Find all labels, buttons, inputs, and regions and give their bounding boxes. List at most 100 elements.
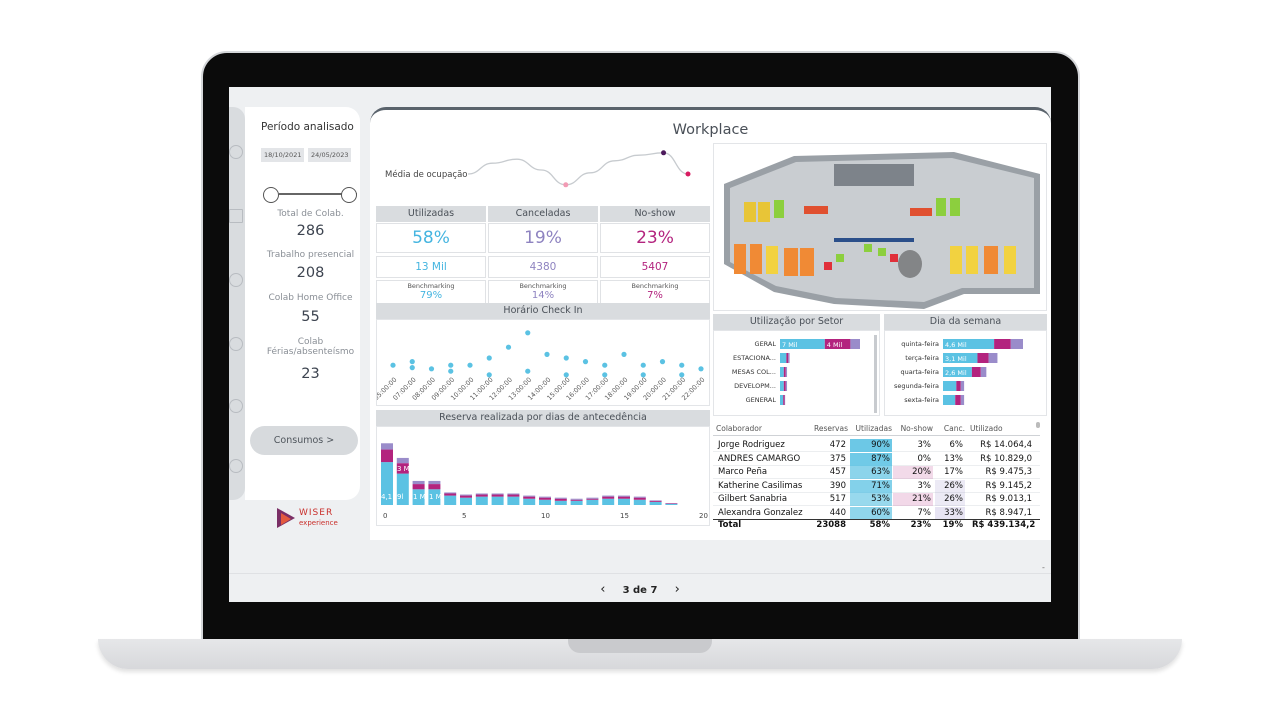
bar-data-label: 4,6 Mil (945, 341, 967, 349)
horario-chart: 05:00:0007:00:0008:00:0009:00:0010:00:00… (372, 330, 706, 402)
checkin-point (505, 344, 512, 350)
tile-count: 13 Mil (376, 256, 486, 278)
next-page-button[interactable]: › (674, 582, 680, 597)
setor-scrollbar (874, 335, 877, 413)
table-header-cell[interactable]: Colaborador (716, 424, 762, 433)
bar-category-label: ESTACIONA... (733, 354, 776, 362)
reserva-bar (539, 496, 551, 498)
reserva-bar (507, 496, 520, 505)
horario-title: Horário Check In (376, 303, 710, 319)
reserva-tick: 5 (462, 512, 466, 520)
table-row[interactable]: Marco Peña 457 63% 20% 17% R$ 9.475,3 (713, 466, 1040, 480)
bar-segment (780, 339, 825, 349)
table-cell: R$ 9.475,3 (985, 467, 1032, 478)
reserva-bar (428, 484, 441, 490)
reserva-data-label: 4,1 (381, 493, 392, 501)
table-cell: 457 (829, 467, 846, 478)
reserva-bar (602, 498, 615, 505)
bar-segment (824, 339, 851, 349)
table-cell: ANDRES CAMARGO (718, 453, 801, 464)
table-header-cell[interactable]: Reservas (813, 424, 848, 433)
bar-segment (780, 395, 784, 405)
reserva-bar (444, 495, 457, 505)
table-cell: 90% (850, 439, 892, 452)
reserva-data-label: 9l (397, 493, 403, 501)
logo-wordmark: WISER (299, 508, 334, 518)
table-row[interactable]: Jorge Rodriguez 472 90% 3% 6% R$ 14.064,4 (713, 439, 1040, 452)
table-cell: R$ 10.829,0 (980, 453, 1032, 464)
setor-chart: GERAL 7 Mil 4 Mil ESTACIONA... MESAS COL... D… (732, 335, 877, 413)
table-scrollbar[interactable] (1036, 422, 1040, 428)
setor-chart-panel: GERAL 7 Mil 4 Mil ESTACIONA... MESAS COL... D… (713, 330, 880, 416)
date-start-field[interactable]: 18/10/2021 (261, 148, 305, 162)
table-cell: 33% (935, 507, 965, 520)
table-cell: 517 (829, 494, 846, 505)
reserva-bar (570, 499, 583, 501)
bar-segment (784, 395, 786, 405)
kpi-presencial-label: Trabalho presencial (266, 250, 355, 260)
prev-page-button[interactable]: ‹ (600, 582, 606, 597)
table-row[interactable]: ANDRES CAMARGO 375 87% 0% 13% R$ 10.829,0 (713, 452, 1040, 466)
table-row[interactable]: Gilbert Sanabria 517 53% 21% 26% R$ 9.013,1 (713, 493, 1040, 507)
reserva-bar (523, 495, 536, 497)
tile-header: Utilizadas (376, 206, 486, 222)
reserva-bar (633, 499, 646, 505)
checkin-point (467, 362, 473, 368)
table-header-cell[interactable]: Utilizado (970, 424, 1003, 433)
date-end-field[interactable]: 24/05/2023 (308, 148, 352, 162)
coin-icon[interactable] (229, 399, 243, 413)
checkin-point (409, 365, 415, 371)
bar-segment (955, 395, 961, 405)
reserva-data-label: 1 Mi (429, 493, 444, 501)
benchmark-label: Benchmarking (631, 282, 679, 290)
reserva-bar (381, 462, 393, 505)
bar-segment (783, 381, 786, 391)
reserva-bar (618, 498, 630, 505)
table-cell: 53% (850, 493, 892, 507)
table-row[interactable]: Katherine Casilimas 390 71% 3% 26% R$ 9.145,2 (713, 479, 1040, 493)
lightbulb-icon[interactable] (229, 337, 243, 351)
reserva-bar (475, 496, 488, 505)
table-header-cell[interactable]: No-show (900, 424, 933, 433)
reserva-bar (507, 494, 520, 497)
clock-icon[interactable] (229, 273, 243, 287)
table-header-cell[interactable]: Utilizadas (855, 424, 892, 433)
bar-segment (786, 353, 789, 363)
bar-segment (788, 353, 790, 363)
benchmark-value: 14% (531, 290, 555, 301)
checkin-point (448, 368, 454, 374)
table-cell: 3% (917, 440, 932, 450)
consumos-button[interactable]: Consumos > (250, 426, 358, 455)
slider-start-handle[interactable] (263, 187, 279, 203)
table-cell: 440 (829, 508, 846, 518)
search-icon[interactable] (229, 145, 243, 159)
floor-plan-3d[interactable] (713, 143, 1047, 311)
bar-data-label: 2,6 Mil (945, 369, 967, 377)
checkin-point (640, 372, 646, 378)
reserva-bar (460, 494, 472, 496)
table-total-cell: R$ 439.134,2 (972, 520, 1036, 530)
reserva-bar (475, 494, 488, 497)
reserva-bar (554, 497, 567, 499)
tile-header: No-show (600, 206, 710, 222)
tile-percent: 23% (600, 223, 710, 253)
bar-segment (943, 367, 972, 377)
slider-end-handle[interactable] (341, 187, 357, 203)
building-icon[interactable] (229, 209, 243, 223)
date-range-slider[interactable] (279, 193, 357, 195)
table-cell: 26% (935, 479, 965, 493)
globe-icon[interactable] (229, 459, 243, 473)
reserva-bar (649, 500, 662, 502)
table-header-cell[interactable]: Canc. (943, 424, 965, 433)
reserva-bar (428, 489, 441, 505)
kpi-total-value: 286 (296, 223, 325, 239)
bar-segment (1010, 339, 1023, 349)
reserva-bar (618, 495, 630, 497)
table-total-cell: 23% (910, 520, 931, 530)
checkin-point (544, 351, 550, 357)
reserva-bar (381, 449, 393, 463)
bar-category-label: quinta-feira (901, 340, 939, 348)
bar-category-label: GERAL (755, 340, 777, 348)
bar-category-label: segunda-feira (894, 382, 939, 390)
